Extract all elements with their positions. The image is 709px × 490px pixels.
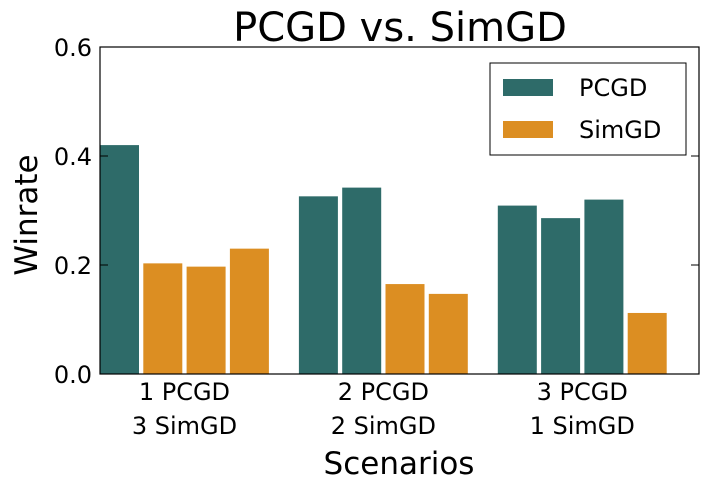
bar-1-2-simgd (143, 263, 183, 374)
y-tick-label: 0.6 (54, 34, 92, 62)
bar-1-1-pcgd (100, 145, 139, 374)
x-tick-label-line1-group-1: 1 PCGD (139, 378, 230, 406)
x-tick-label-line2-group-1: 3 SimGD (132, 412, 237, 440)
legend-swatch-pcgd (503, 79, 553, 96)
y-tick-label: 0.2 (54, 252, 92, 280)
bar-2-1-pcgd (298, 196, 338, 374)
bar-3-2-pcgd (541, 218, 581, 374)
chart-title: PCGD vs. SimGD (233, 5, 567, 51)
y-axis-label: Winrate (9, 154, 45, 275)
x-tick-label-line1-group-2: 2 PCGD (338, 378, 429, 406)
y-tick-label: 0.0 (54, 361, 92, 389)
bar-1-3-simgd (186, 266, 226, 374)
bars-layer (100, 145, 667, 374)
bar-1-4-simgd (229, 248, 269, 374)
x-tick-label-line2-group-3: 1 SimGD (530, 412, 635, 440)
x-tick-label-line1-group-3: 3 PCGD (537, 378, 628, 406)
y-axis-ticks: 0.0 0.2 0.4 0.6 (54, 34, 699, 389)
bar-3-3-pcgd (584, 199, 624, 374)
x-tick-label-line2-group-2: 2 SimGD (331, 412, 436, 440)
legend-swatch-simgd (503, 121, 553, 138)
bar-3-4-simgd (627, 312, 667, 374)
x-axis-label: Scenarios (324, 446, 475, 482)
bar-2-2-pcgd (342, 187, 382, 374)
y-tick-label: 0.4 (54, 143, 92, 171)
legend-box (489, 62, 687, 156)
bar-3-1-pcgd (497, 205, 537, 374)
bar-2-3-simgd (385, 284, 425, 374)
legend-label-pcgd: PCGD (579, 74, 647, 102)
plot-frame (99, 46, 700, 375)
bar-2-4-simgd (428, 293, 468, 374)
legend: PCGD SimGD (489, 62, 687, 156)
legend-label-simgd: SimGD (579, 116, 661, 144)
x-axis-ticks: 1 PCGD 3 SimGD 2 PCGD 2 SimGD 3 PCGD 1 SimGD (132, 378, 635, 440)
